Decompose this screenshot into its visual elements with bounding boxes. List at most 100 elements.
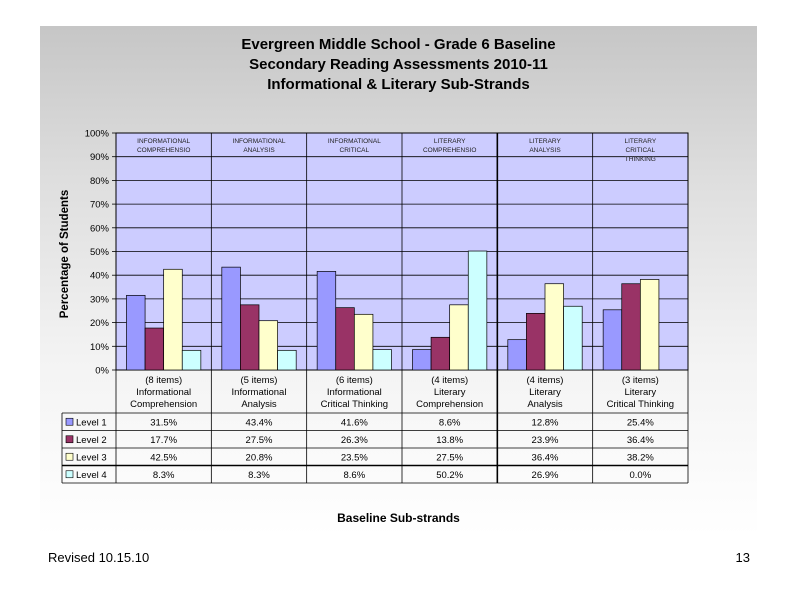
data-cell: 23.9% [532,435,559,446]
bar [621,283,641,371]
y-tick-label: 80% [90,176,110,187]
in-plot-label: INFORMATIONAL [233,138,286,145]
category-label: (3 items) [622,375,659,386]
category-label: Analysis [527,399,563,410]
y-tick-label: 100% [85,129,110,140]
category-label: Comprehension [416,399,483,410]
data-cell: 27.5% [246,435,273,446]
data-cell: 8.6% [344,470,366,481]
category-label: Literary [434,387,466,398]
category-label: Critical Thinking [607,399,674,410]
in-plot-label: LITERARY [624,138,656,145]
y-tick-label: 60% [90,223,110,234]
y-tick-label: 20% [90,318,110,329]
data-cell: 0.0% [630,470,652,481]
legend-swatch [65,435,74,444]
bar [163,268,183,371]
bar [563,305,583,371]
data-cell: 41.6% [341,417,368,428]
legend-label: Level 3 [76,452,107,463]
bar [353,313,374,371]
data-cell: 13.8% [436,435,463,446]
chart-title-line-2: Secondary Reading Assessments 2010-11 [249,56,548,73]
chart-title-line-3: Informational & Literary Sub-Strands [267,76,530,93]
y-tick-label: 30% [90,294,110,305]
legend-swatch [65,417,74,426]
category-label: Informational [232,387,287,398]
in-plot-label: ANALYSIS [529,147,561,154]
bar [544,283,564,371]
data-cell: 8.3% [248,470,270,481]
bar [430,336,451,371]
data-cell: 36.4% [532,452,559,463]
bar [316,271,337,371]
bar [449,304,469,371]
bar [221,266,241,371]
page-number: 13 [735,550,750,565]
legend-swatch [65,470,74,479]
data-cell: 12.8% [532,417,559,428]
data-cell: 27.5% [436,452,463,463]
bar [258,320,278,371]
bar [467,250,488,371]
bar [372,349,392,371]
category-label: Critical Thinking [321,399,388,410]
data-cell: 50.2% [436,470,463,481]
data-cell: 23.5% [341,452,368,463]
bar [602,309,623,371]
category-label: Literary [529,387,561,398]
y-tick-label: 70% [90,200,110,211]
data-cell: 8.3% [153,470,175,481]
data-cell: 26.3% [341,435,368,446]
in-plot-label: CRITICAL [340,147,370,154]
legend-label: Level 1 [76,417,107,428]
category-label: (5 items) [241,375,278,386]
y-tick-label: 90% [90,152,110,163]
y-tick-label: 50% [90,247,110,258]
chart-title-line-1: Evergreen Middle School - Grade 6 Baseli… [241,36,556,53]
data-cell: 36.4% [627,435,654,446]
y-tick-label: 40% [90,271,110,282]
data-cell: 42.5% [150,452,177,463]
in-plot-label: INFORMATIONAL [328,138,381,145]
in-plot-label: THINKING [625,156,656,163]
category-label: (4 items) [431,375,468,386]
category-label: Analysis [241,399,277,410]
revised-date: Revised 10.15.10 [48,550,150,565]
in-plot-label: INFORMATIONAL [137,138,190,145]
in-plot-label: ANALYSIS [243,147,275,154]
y-tick-label: 0% [95,366,109,377]
in-plot-label: CRITICAL [626,147,656,154]
data-cell: 31.5% [150,417,177,428]
data-cell: 25.4% [627,417,654,428]
data-cell: 20.8% [246,452,273,463]
category-label: (6 items) [336,375,373,386]
x-axis-label: Baseline Sub-strands [337,511,460,525]
bar [126,294,146,371]
bar [526,313,546,371]
bar [277,349,297,371]
bar [639,279,660,371]
category-label: Informational [136,387,191,398]
data-cell: 43.4% [246,417,273,428]
legend-label: Level 2 [76,435,107,446]
data-cell: 17.7% [150,435,177,446]
legend-swatch [65,452,74,461]
category-label: Literary [624,387,656,398]
category-label: Informational [327,387,382,398]
legend-label: Level 4 [76,470,107,481]
bar [240,304,260,371]
category-label: (8 items) [145,375,182,386]
data-cell: 38.2% [627,452,654,463]
category-label: (4 items) [527,375,564,386]
data-cell: 26.9% [532,470,559,481]
bar [181,349,202,371]
bar [335,307,355,371]
in-plot-label: LITERARY [434,138,466,145]
bar [144,327,165,371]
y-tick-label: 10% [90,342,110,353]
in-plot-label: COMPREHENSIO [423,147,476,154]
bar [507,339,527,371]
in-plot-label: COMPREHENSIO [137,147,190,154]
